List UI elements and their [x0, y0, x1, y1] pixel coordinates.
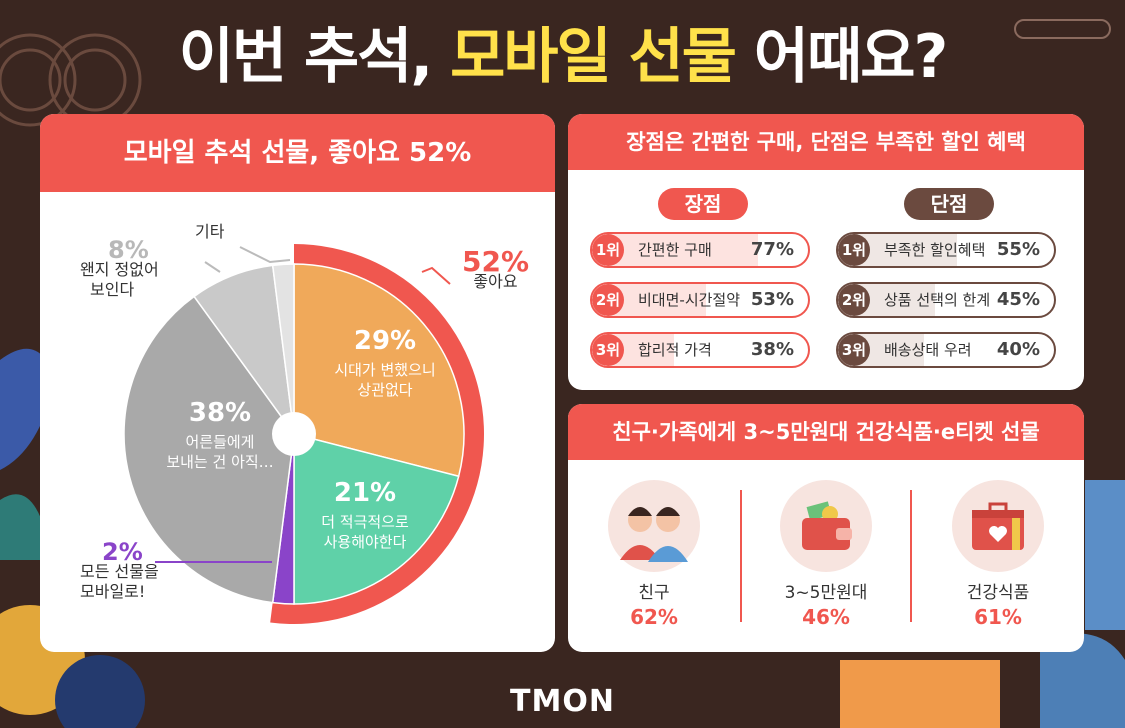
pros-label: 합리적 가격: [638, 341, 712, 359]
gift-label-price: 3~5만원대: [784, 583, 868, 603]
label-38pct: 38% 어른들에게 보내는 건 아직…: [140, 398, 300, 472]
label-21pct-value: 21%: [333, 478, 397, 508]
pros-value: 77%: [750, 239, 794, 260]
gift-item-price: 3~5만원대 46%: [766, 480, 886, 629]
cons-value: 45%: [996, 289, 1040, 310]
pie-card-header: 모바일 추석 선물, 좋아요 52%: [40, 114, 555, 192]
gift-box-icon: [952, 480, 1044, 572]
label-38pct-line2: 보내는 건 아직…: [166, 453, 274, 471]
cons-value: 55%: [996, 239, 1040, 260]
label-52pct-value: 52%: [462, 245, 530, 278]
gift-value-friends: 62%: [630, 605, 678, 629]
leader-line-2: [421, 266, 451, 285]
label-29pct-line2: 상관없다: [357, 381, 413, 399]
pros-value: 53%: [750, 289, 794, 310]
pros-cons-header: 장점은 간편한 구매, 단점은 부족한 할인 혜택: [568, 114, 1084, 170]
pros-rank: 1위: [592, 234, 624, 266]
pros-row: 2위 비대면-시간절약 53%: [590, 282, 810, 318]
cons-value: 40%: [996, 339, 1040, 360]
page-title: 이번 추석, 모바일 선물 어때요?: [178, 22, 949, 92]
divider: [740, 490, 742, 622]
pie-slice-1: [293, 433, 460, 605]
cons-rank: 1위: [838, 234, 870, 266]
gift-value-health: 61%: [974, 605, 1022, 629]
label-29pct-value: 29%: [353, 326, 417, 356]
cons-label: 배송상태 우려: [884, 341, 972, 359]
leader-line-0: [239, 246, 291, 264]
pros-rank: 2위: [592, 284, 624, 316]
cons-rank: 2위: [838, 284, 870, 316]
label-2pct-line2: 모바일로!: [80, 582, 146, 601]
pros-label: 비대면-시간절약: [638, 291, 741, 309]
pros-cons-card: 장점은 간편한 구매, 단점은 부족한 할인 혜택 장점 단점 1위 간편한 구매…: [568, 114, 1084, 390]
friends-icon: [608, 480, 700, 572]
pros-label: 간편한 구매: [638, 241, 712, 259]
cons-row: 3위 배송상태 우려 40%: [836, 332, 1056, 368]
gifts-card: 친구·가족에게 3~5만원대 건강식품·e티켓 선물 친구 62% 3~5만원대…: [568, 404, 1084, 652]
label-8pct-line2: 보인다: [90, 280, 135, 299]
cons-row: 2위 상품 선택의 한계 45%: [836, 282, 1056, 318]
pros-value: 38%: [750, 339, 794, 360]
label-8pct-line1: 왠지 정없어: [80, 260, 159, 279]
cons-label: 상품 선택의 한계: [884, 291, 991, 309]
label-29pct-line1: 시대가 변했으니: [334, 361, 436, 379]
cons-rank: 3위: [838, 334, 870, 366]
label-52pct: 52% 좋아요: [462, 245, 530, 292]
label-etc: 기타: [195, 222, 225, 241]
gift-item-health: 건강식품 61%: [938, 480, 1058, 629]
cons-label: 부족한 할인혜택: [884, 241, 986, 259]
pie-slice-5: [271, 263, 295, 435]
pie-center-hole: [272, 412, 316, 456]
gift-value-price: 46%: [802, 605, 850, 629]
gift-label-health: 건강식품: [966, 583, 1030, 603]
wallet-icon: [780, 480, 872, 572]
leader-line-1: [204, 261, 221, 273]
pros-row: 3위 합리적 가격 38%: [590, 332, 810, 368]
gifts-header: 친구·가족에게 3~5만원대 건강식품·e티켓 선물: [568, 404, 1084, 460]
gift-item-friends: 친구 62%: [594, 480, 714, 629]
label-21pct: 21% 더 적극적으로 사용해야한다: [290, 478, 440, 552]
cons-row: 1위 부족한 할인혜택 55%: [836, 232, 1056, 268]
pie-slice-0: [293, 263, 465, 478]
divider: [910, 490, 912, 622]
label-38pct-value: 38%: [188, 398, 252, 428]
label-8pct: 8% 왠지 정없어 보인다: [80, 236, 159, 300]
label-52pct-text: 좋아요: [473, 272, 518, 291]
pros-row: 1위 간편한 구매 77%: [590, 232, 810, 268]
label-2pct: 2% 모든 선물을 모바일로!: [80, 538, 159, 602]
label-2pct-value: 2%: [102, 538, 143, 566]
gift-label-friends: 친구: [638, 583, 670, 603]
label-21pct-line2: 사용해야한다: [323, 533, 407, 551]
pie-chart: [123, 244, 484, 624]
tmon-logo: TMON: [510, 684, 615, 719]
label-29pct: 29% 시대가 변했으니 상관없다: [310, 326, 460, 400]
pie-slice-3: [123, 295, 295, 604]
label-21pct-line1: 더 적극적으로: [321, 513, 409, 531]
pros-title: 장점: [658, 188, 748, 220]
label-8pct-value: 8%: [108, 236, 149, 264]
label-2pct-line1: 모든 선물을: [80, 562, 159, 581]
cons-title: 단점: [904, 188, 994, 220]
label-38pct-line1: 어른들에게: [185, 433, 255, 451]
pros-rank: 3위: [592, 334, 624, 366]
